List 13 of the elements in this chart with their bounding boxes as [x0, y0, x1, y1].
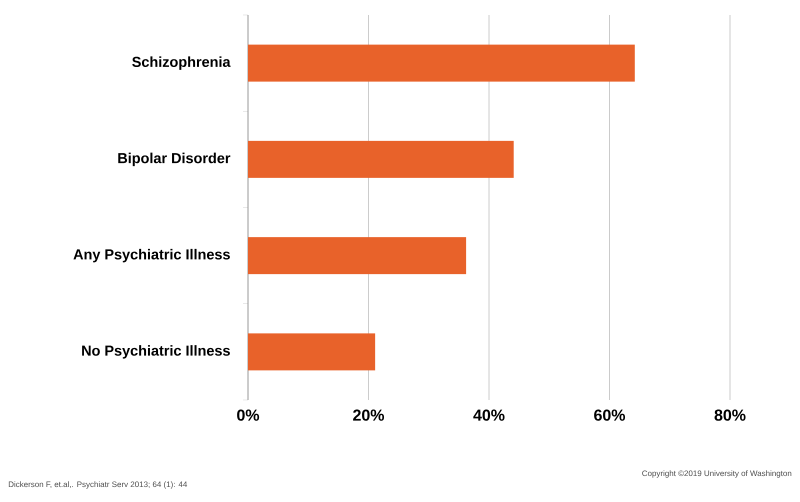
- bar: [248, 44, 635, 82]
- x-tick-label: 0%: [237, 410, 260, 421]
- y-tick-label: Any Psychiatric Illness: [73, 248, 230, 262]
- y-tick-label: No Psychiatric Illness: [82, 345, 230, 359]
- x-tick-label: 40%: [473, 410, 505, 421]
- y-tick-label: Bipolar Disorder: [118, 152, 230, 166]
- bar: [248, 333, 376, 370]
- y-tick-label: Schizophrenia: [132, 56, 231, 70]
- x-tick-label: 60%: [594, 410, 626, 421]
- bar: [248, 140, 514, 178]
- x-tick-label: 80%: [714, 410, 746, 421]
- x-tick-label: 20%: [353, 410, 384, 421]
- bar: [248, 237, 466, 274]
